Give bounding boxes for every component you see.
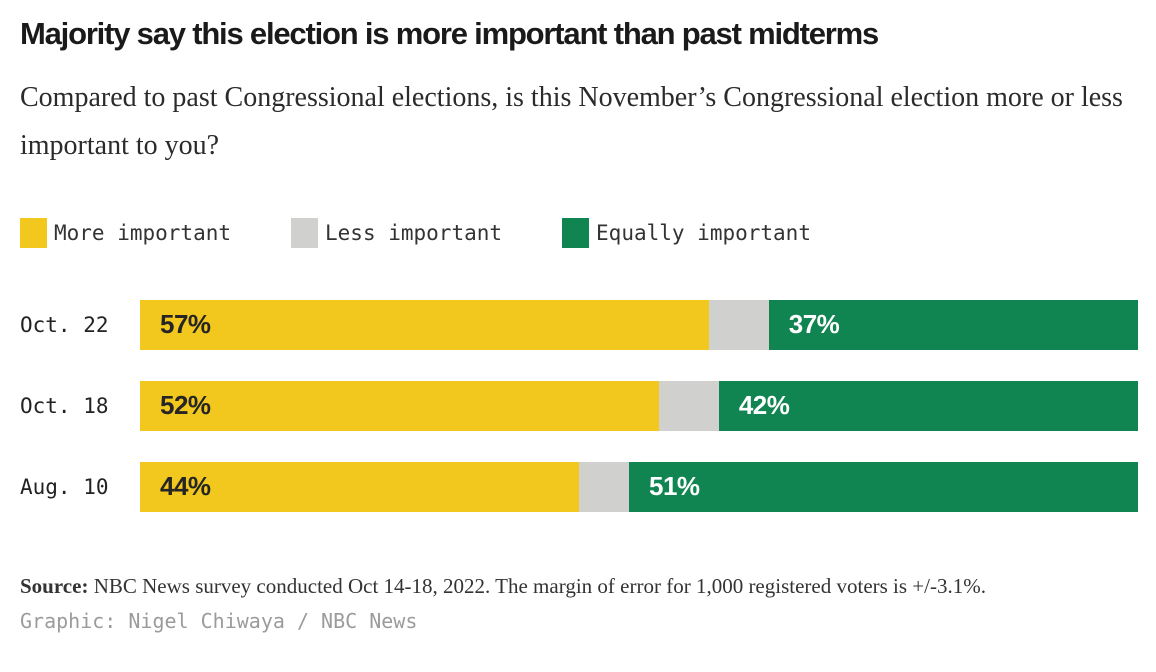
stacked-bar: 52% 42% — [140, 380, 1138, 431]
bar-segment-less-important — [708, 299, 769, 350]
category-label: Oct. 18 — [20, 393, 109, 418]
legend-item-more-important: More important — [20, 217, 232, 248]
source-note: Source: NBC News survey conducted Oct 14… — [20, 572, 1138, 601]
category-label: Aug. 10 — [20, 474, 109, 499]
source-label: Source: — [20, 573, 89, 598]
value-label: 52% — [160, 390, 211, 421]
chart-row: Aug. 10 44% 51% — [20, 461, 1138, 512]
legend-item-equally-important: Equally important — [562, 217, 811, 248]
category-label: Oct. 22 — [20, 312, 109, 337]
stacked-bar: 57% 37% — [140, 299, 1138, 350]
page-title: Majority say this election is more impor… — [20, 16, 879, 51]
chart-subtitle: Compared to past Congressional elections… — [20, 81, 1123, 161]
bar-segment-equally-important: 51% — [629, 461, 1138, 512]
bar-segment-less-important — [658, 380, 719, 431]
legend-swatch-green — [562, 217, 590, 248]
bar-segment-equally-important: 37% — [768, 299, 1138, 350]
bar-segment-more-important: 44% — [140, 461, 580, 512]
chart-legend: More important Less important Equally im… — [20, 217, 1138, 248]
value-label: 37% — [788, 309, 840, 340]
legend-label: More important — [54, 220, 232, 245]
legend-swatch-yellow — [20, 217, 47, 248]
chart-row: Oct. 18 52% 42% — [20, 380, 1138, 431]
bar-segment-more-important: 57% — [140, 299, 709, 350]
graphic-credit: Graphic: Nigel Chiwaya / NBC News — [20, 608, 418, 633]
legend-item-less-important: Less important — [291, 217, 503, 248]
chart-page: Majority say this election is more impor… — [20, 16, 1138, 633]
legend-label: Equally important — [596, 220, 811, 245]
value-label: 44% — [160, 471, 211, 502]
stacked-bar: 44% 51% — [140, 461, 1138, 512]
chart-row: Oct. 22 57% 37% — [20, 299, 1138, 350]
bar-segment-more-important: 52% — [140, 380, 659, 431]
value-label: 57% — [160, 309, 211, 340]
bar-segment-less-important — [579, 461, 629, 512]
legend-swatch-gray — [291, 217, 319, 248]
value-label: 51% — [649, 471, 700, 502]
value-label: 42% — [738, 390, 790, 421]
bar-segment-equally-important: 42% — [718, 380, 1138, 431]
stacked-bar-chart: Oct. 22 57% 37% Oct. 18 52% 42% Aug. 10 44% 51% — [20, 299, 1138, 512]
legend-label: Less important — [325, 220, 503, 245]
source-text: NBC News survey conducted Oct 14-18, 202… — [88, 573, 986, 598]
